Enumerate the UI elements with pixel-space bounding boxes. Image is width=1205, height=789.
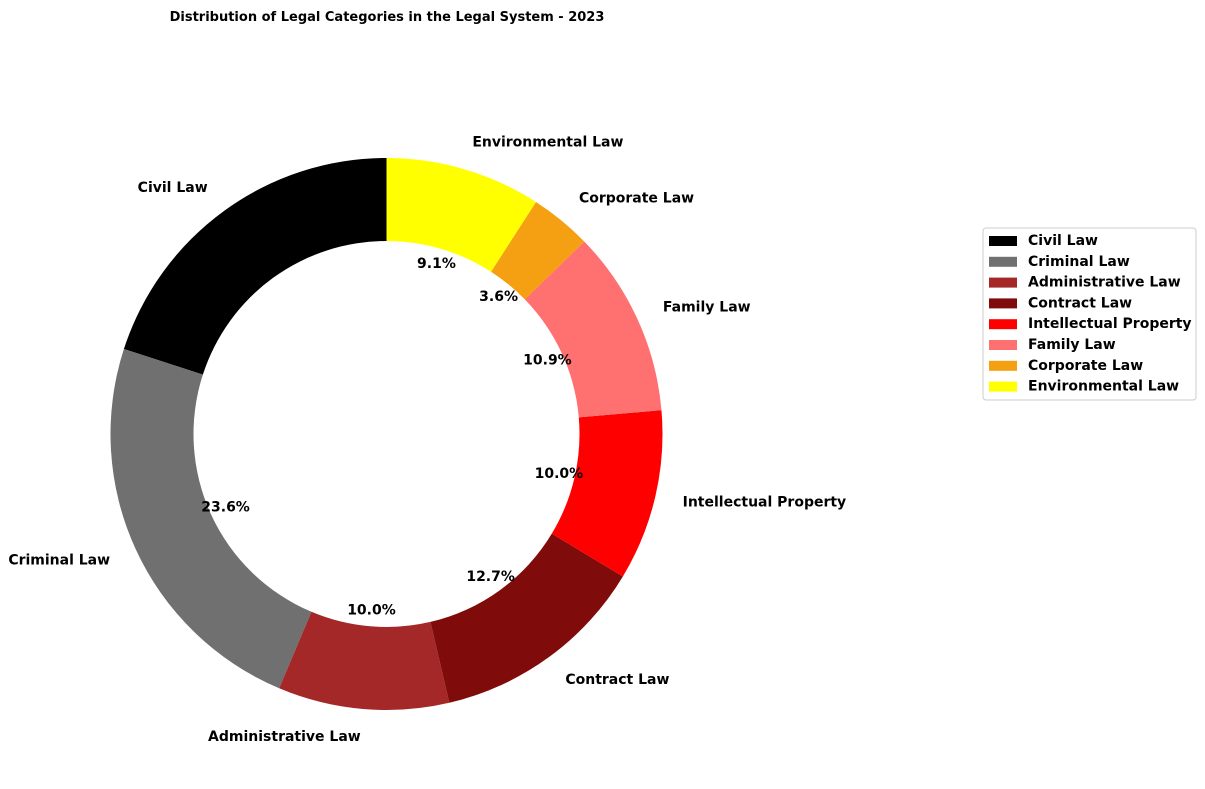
slice-name-label: Contract Law bbox=[565, 672, 669, 688]
legend-label: Corporate Law bbox=[1028, 358, 1143, 374]
slice-family-law bbox=[524, 241, 662, 418]
slice-administrative-law bbox=[279, 611, 450, 710]
legend-label: Family Law bbox=[1028, 337, 1116, 353]
legend-label: Criminal Law bbox=[1028, 254, 1130, 270]
slice-corporate-law bbox=[491, 201, 585, 300]
slice-environmental-law bbox=[386, 158, 536, 272]
legend-label: Intellectual Property bbox=[1028, 316, 1192, 332]
chart-title: Distribution of Legal Categories in the … bbox=[170, 10, 605, 25]
legend-swatch-criminal-law bbox=[989, 256, 1017, 267]
slice-percent-label: 9.1% bbox=[417, 256, 456, 272]
legend: Civil Law Criminal Law Administrative Law C… bbox=[982, 227, 1197, 401]
slice-name-label: Environmental Law bbox=[472, 134, 623, 150]
legend-swatch-intellectual-property bbox=[989, 319, 1017, 330]
slice-name-label: Criminal Law bbox=[8, 553, 110, 569]
legend-frame bbox=[982, 227, 1197, 401]
legend-swatch-administrative-law bbox=[989, 277, 1017, 288]
donut-slices bbox=[110, 158, 663, 710]
legend-label: Contract Law bbox=[1028, 295, 1132, 311]
slice-name-label: Administrative Law bbox=[208, 729, 361, 745]
slice-name-label: Intellectual Property bbox=[683, 495, 847, 511]
slice-percent-label: 12.7% bbox=[466, 569, 515, 585]
slice-percent-label: 23.6% bbox=[201, 500, 250, 516]
slice-percent-labels: 23.6% 10.0% 12.7% 10.0% 10.9% 3.6% 9.1% bbox=[201, 256, 583, 618]
slice-criminal-law bbox=[110, 349, 312, 689]
legend-swatch-contract-law bbox=[989, 298, 1017, 309]
slice-intellectual-property bbox=[551, 410, 663, 577]
slice-name-label: Corporate Law bbox=[579, 191, 694, 207]
slice-contract-law bbox=[430, 533, 623, 703]
slice-name-label: Civil Law bbox=[138, 180, 208, 196]
slice-name-labels: Civil Law Criminal Law Administrative Law C… bbox=[8, 134, 846, 745]
legend-label: Civil Law bbox=[1028, 233, 1098, 249]
legend-swatch-corporate-law bbox=[989, 360, 1017, 371]
legend-swatch-civil-law bbox=[989, 236, 1017, 246]
slice-percent-label: 10.0% bbox=[535, 466, 584, 482]
legend-label: Environmental Law bbox=[1028, 379, 1179, 395]
slice-name-label: Family Law bbox=[663, 299, 751, 315]
legend-swatch-environmental-law bbox=[989, 381, 1017, 392]
slice-percent-label: 3.6% bbox=[479, 289, 518, 305]
slice-percent-label: 10.0% bbox=[347, 602, 396, 618]
legend-swatch-family-law bbox=[989, 340, 1017, 350]
slice-civil-law bbox=[123, 158, 387, 375]
legend-label: Administrative Law bbox=[1028, 275, 1181, 291]
slice-percent-label: 10.9% bbox=[523, 352, 572, 368]
